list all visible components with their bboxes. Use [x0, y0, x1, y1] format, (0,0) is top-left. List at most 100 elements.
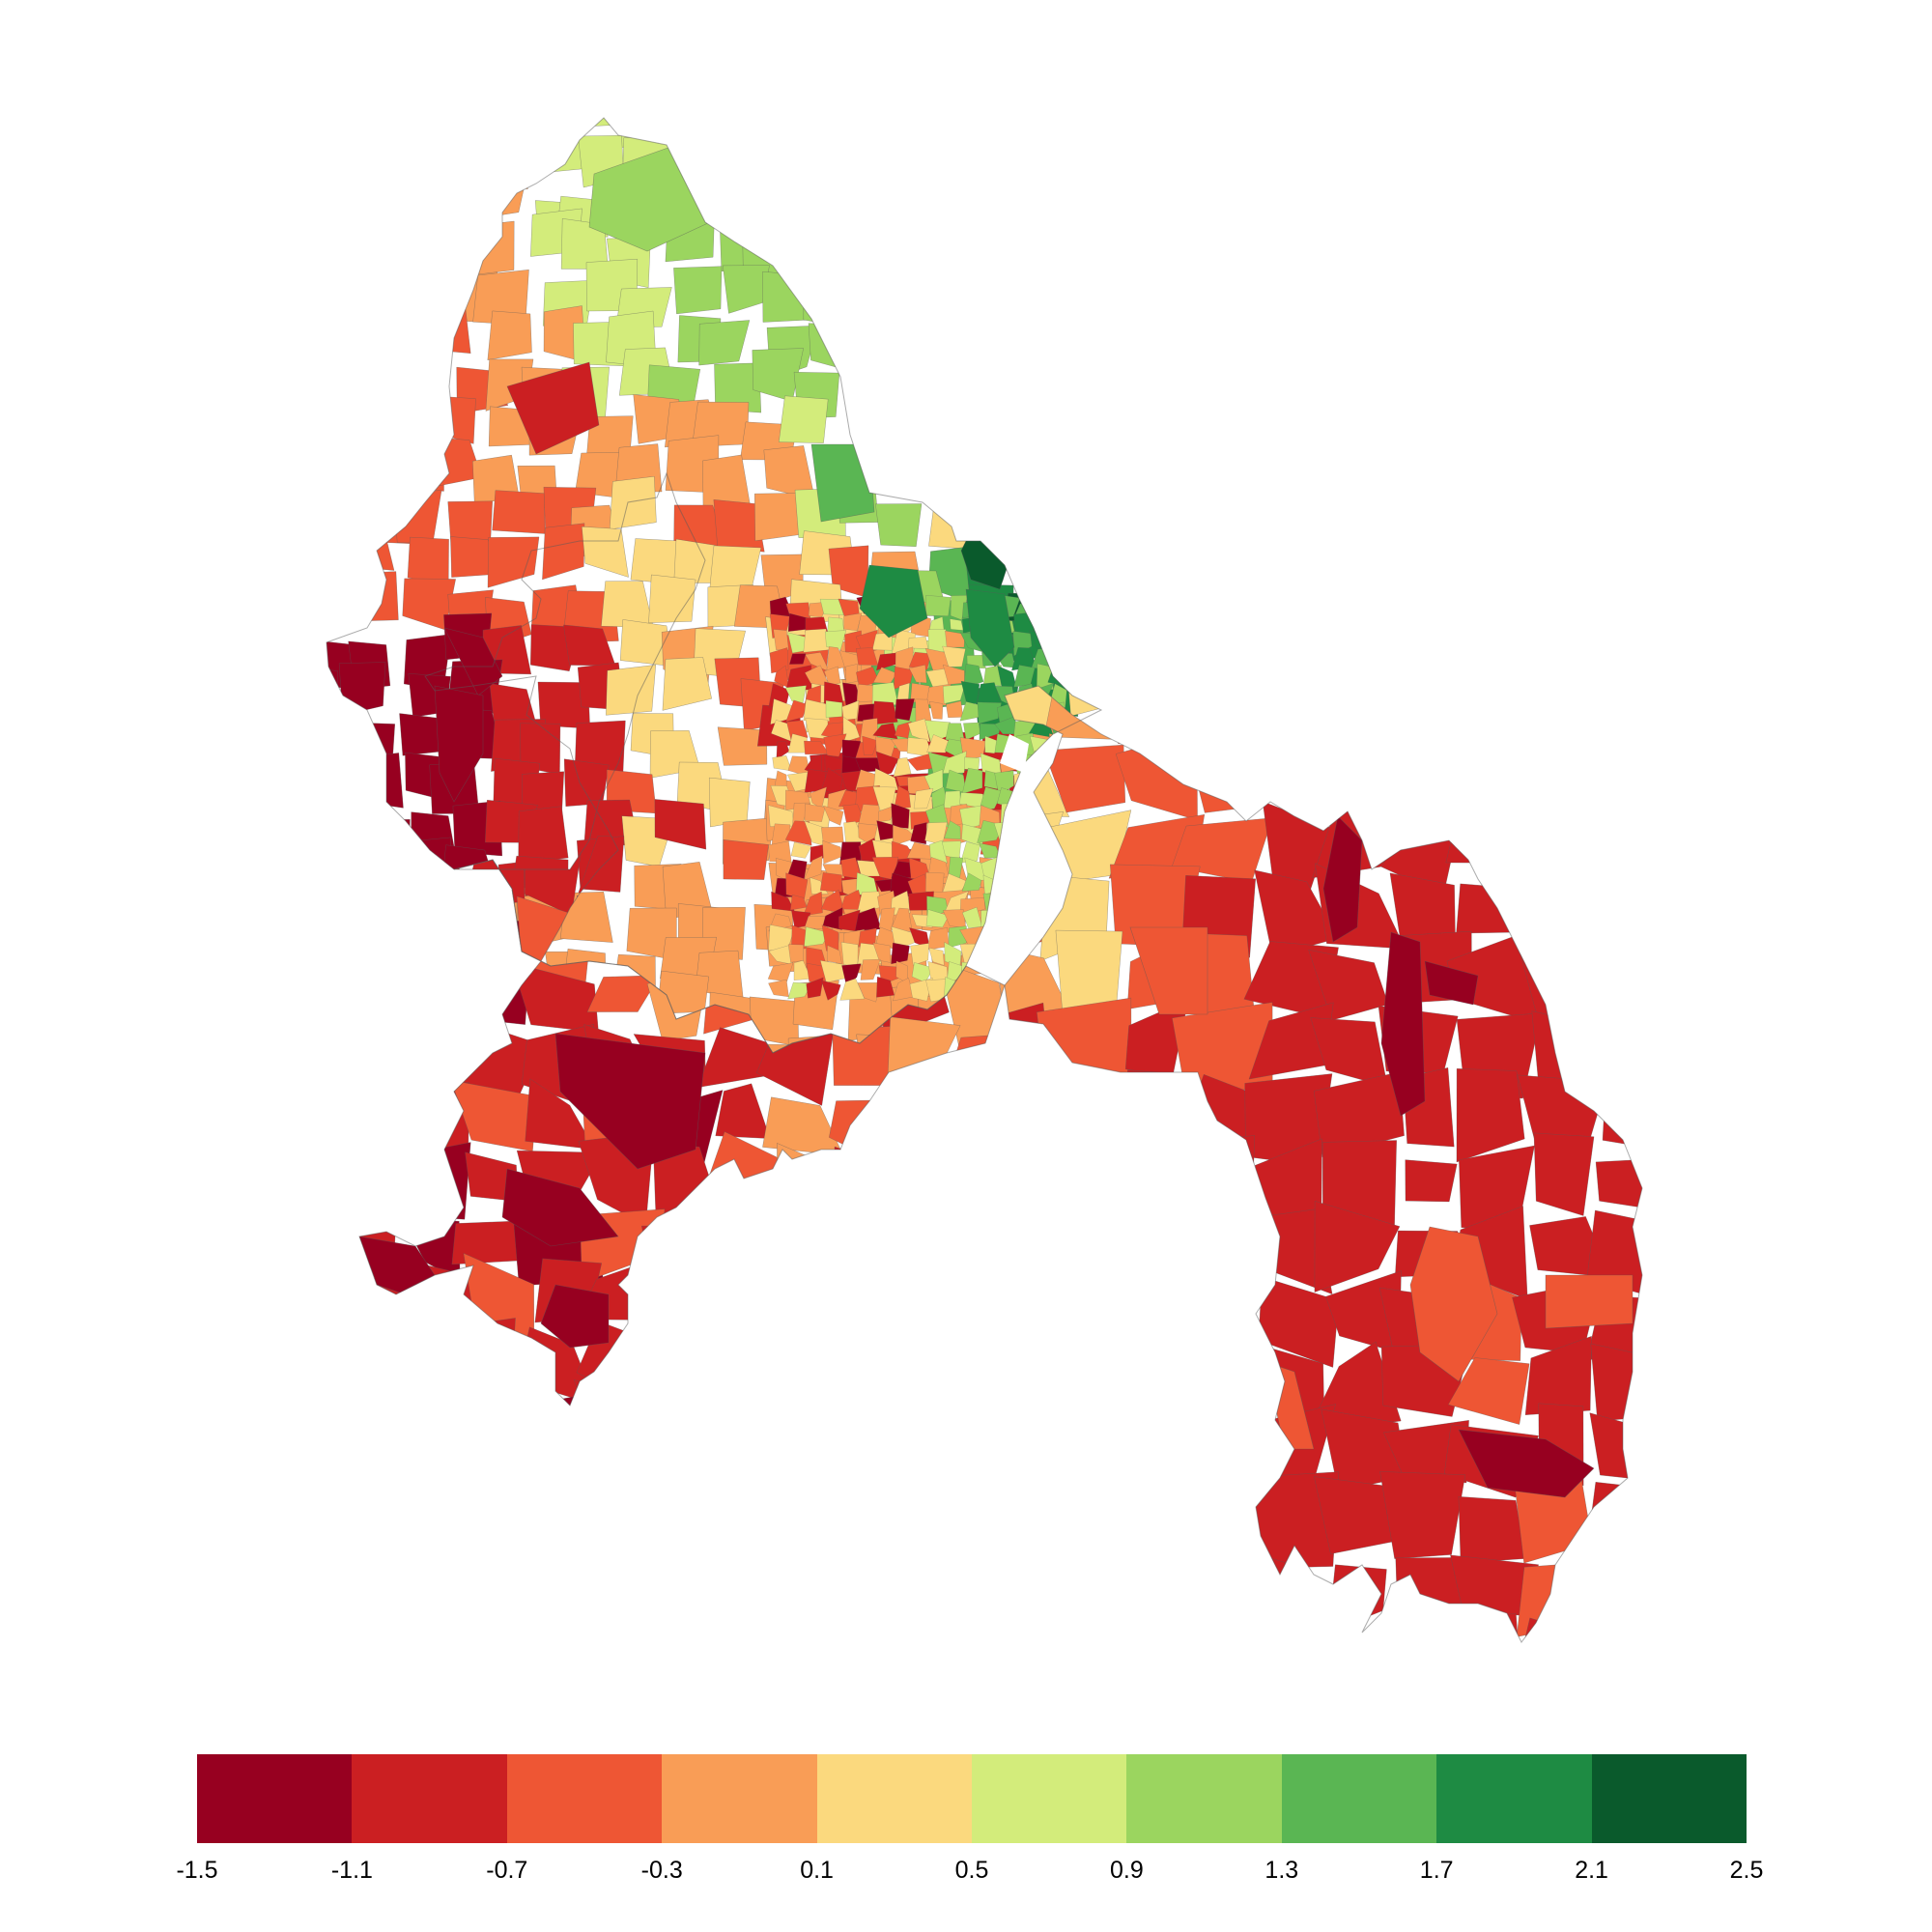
district-region [1185, 1403, 1264, 1499]
urban-district [891, 803, 910, 829]
urban-district [980, 909, 1002, 934]
urban-district [926, 734, 951, 753]
district-region [845, 360, 897, 405]
district-region [1005, 1280, 1066, 1362]
district-region [1098, 405, 1101, 454]
district-region [1456, 883, 1543, 934]
district-region [327, 546, 343, 598]
urban-district [819, 872, 842, 893]
district-region [393, 490, 442, 544]
district-region [391, 1318, 468, 1400]
district-region [1005, 1220, 1070, 1299]
district-region [1039, 1132, 1123, 1229]
district-region [327, 854, 349, 903]
urban-district [857, 982, 881, 1003]
district-region [1258, 1626, 1331, 1642]
district-region [779, 395, 829, 443]
urban-district [767, 962, 794, 982]
district-region [1130, 1549, 1193, 1626]
urban-district [840, 942, 859, 967]
district-region [1112, 375, 1160, 428]
district-region [390, 414, 442, 461]
district-region [1052, 1539, 1120, 1640]
district-region [1102, 172, 1142, 213]
district-region [386, 137, 441, 193]
district-region [1445, 794, 1529, 864]
district-region [1038, 1267, 1132, 1355]
district-region [327, 352, 363, 409]
district-region [451, 959, 531, 1025]
district-region [713, 156, 765, 208]
urban-district [950, 595, 969, 620]
urban-district [907, 718, 930, 743]
district-region [363, 440, 415, 491]
urban-district [823, 666, 841, 687]
district-region [885, 440, 933, 490]
urban-district [1046, 596, 1070, 620]
urban-district [995, 874, 1021, 891]
district-region [474, 173, 528, 219]
district-region [1458, 1495, 1526, 1564]
legend-swatch-0 [197, 1754, 353, 1843]
district-region [1005, 1470, 1043, 1567]
district-region [476, 141, 529, 189]
district-region [1029, 138, 1077, 185]
district-region [1004, 1391, 1005, 1406]
urban-district [825, 630, 847, 650]
district-region [892, 395, 941, 453]
district-region [1115, 730, 1198, 821]
urban-district [1050, 631, 1073, 657]
district-region [988, 1034, 1005, 1101]
district-region [1322, 1631, 1407, 1642]
urban-district [823, 733, 847, 757]
district-region [1513, 686, 1589, 761]
district-region [1117, 322, 1166, 368]
district-region [787, 151, 840, 202]
urban-district [984, 735, 1003, 754]
district-region [979, 462, 1028, 511]
district-region [1017, 393, 1071, 452]
district-region [753, 493, 802, 542]
urban-district [787, 944, 804, 963]
district-region [359, 907, 410, 985]
district-region [398, 907, 483, 980]
district-region [1014, 523, 1065, 577]
district-region [1533, 1132, 1595, 1216]
urban-district [891, 942, 910, 965]
district-region [327, 730, 359, 786]
district-region [742, 185, 785, 228]
water-body [1000, 734, 1048, 889]
district-region [871, 327, 921, 380]
district-region [528, 118, 580, 158]
district-region [1589, 1412, 1642, 1484]
district-region [327, 325, 358, 372]
district-region [1409, 1226, 1498, 1382]
district-region [811, 1387, 891, 1406]
district-region [708, 777, 751, 828]
legend-swatch-2 [506, 1754, 663, 1843]
district-region [350, 923, 398, 966]
district-region [879, 172, 925, 220]
district-region [963, 217, 1018, 267]
legend-tick-label: 1.3 [1264, 1857, 1299, 1884]
district-region [1104, 1358, 1205, 1417]
district-region [750, 139, 809, 194]
district-region [1098, 617, 1101, 664]
district-region [714, 178, 755, 231]
urban-district [803, 855, 823, 881]
district-region [842, 327, 897, 370]
urban-district [1012, 879, 1036, 899]
legend-tick-label: 1.7 [1419, 1857, 1454, 1884]
district-region [1036, 1494, 1128, 1569]
district-region [362, 819, 411, 867]
district-region [1007, 1337, 1075, 1405]
district-region [1071, 433, 1101, 485]
urban-district [1029, 596, 1056, 620]
district-region [327, 269, 348, 321]
district-region [609, 475, 657, 530]
district-region [888, 131, 944, 173]
district-region [996, 1143, 1005, 1224]
district-region [893, 356, 952, 414]
district-region [883, 263, 927, 305]
district-region [445, 181, 503, 229]
